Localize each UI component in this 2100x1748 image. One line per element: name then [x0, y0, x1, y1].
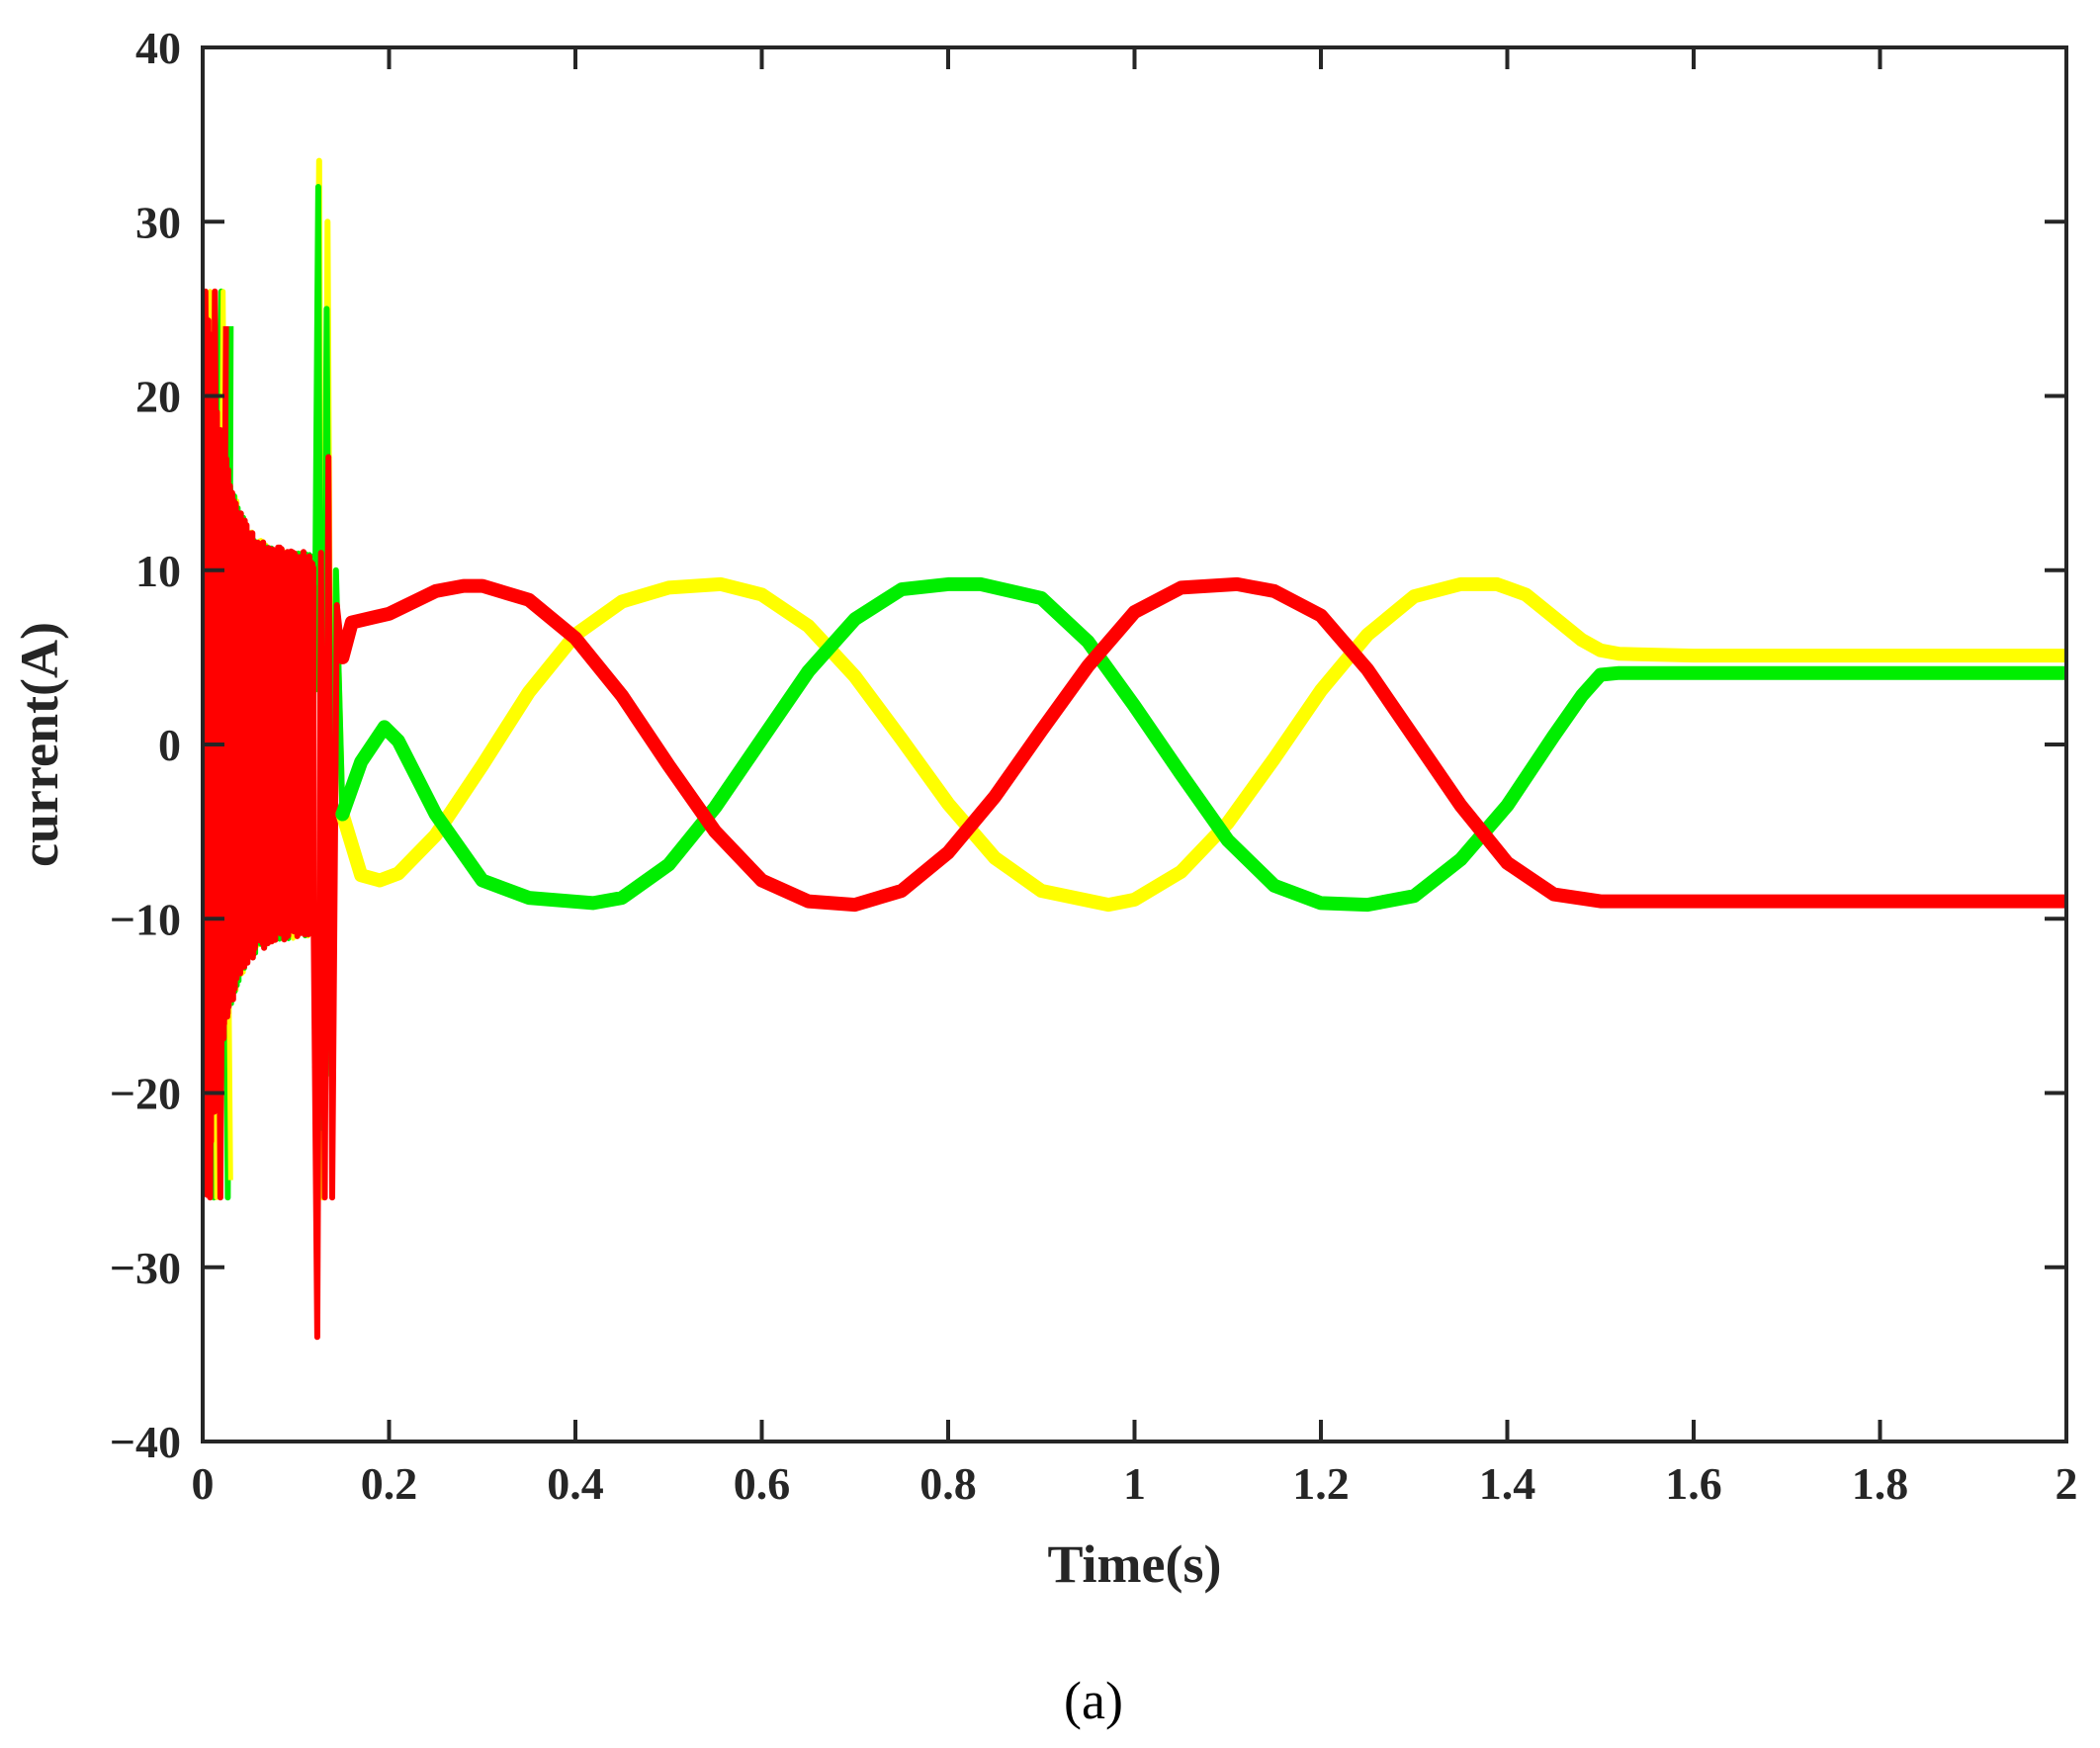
x-tick-label: 0.6	[734, 1458, 791, 1509]
axes-layer: 0 0.2 0.4 0.6 0.8 1 1.2 1.4 1.6 1.8 2 −40 −30 −20 −10 0…	[110, 23, 2078, 1509]
x-tick-label: 0.4	[547, 1458, 604, 1509]
y-tick-label: 10	[135, 546, 181, 596]
figure-caption: (a)	[1064, 1671, 1123, 1730]
x-tick-label: 1.2	[1292, 1458, 1350, 1509]
y-tick-label: −10	[110, 894, 181, 944]
y-tick-label: −20	[110, 1069, 181, 1119]
y-tick-label: −40	[110, 1417, 181, 1467]
x-tick-label: 0.2	[361, 1458, 418, 1509]
y-tick-label: −30	[110, 1243, 181, 1293]
x-tick-label: 1	[1123, 1458, 1146, 1509]
x-tick-label: 1.4	[1479, 1458, 1536, 1509]
y-tick-label: 20	[135, 372, 181, 422]
y-axis-label: current(A)	[10, 622, 69, 867]
x-tick-label: 2	[2056, 1458, 2078, 1509]
series-line-3	[335, 576, 2066, 913]
x-tick-label: 1.8	[1852, 1458, 1909, 1509]
y-tick-label: 30	[135, 197, 181, 247]
x-axis-label: Time(s)	[1048, 1534, 1222, 1594]
series-line-1	[335, 576, 2066, 913]
series-line-2	[335, 576, 2066, 913]
x-tick-label: 0.8	[919, 1458, 977, 1509]
y-tick-label: 40	[135, 23, 181, 73]
y-tick-label: 0	[158, 720, 181, 770]
x-tick-label: 1.6	[1665, 1458, 1722, 1509]
x-tick-label: 0	[192, 1458, 215, 1509]
